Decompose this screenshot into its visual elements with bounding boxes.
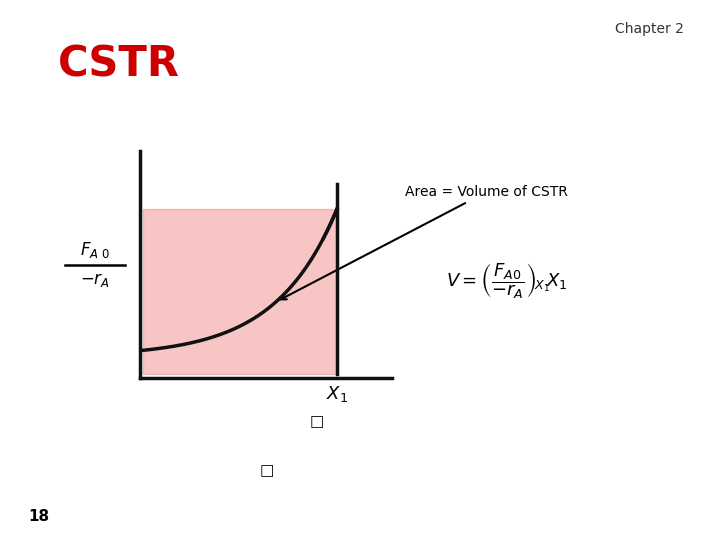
Text: CSTR: CSTR [58,43,179,85]
Text: □: □ [310,415,324,430]
Text: Chapter 2: Chapter 2 [615,22,684,36]
Text: $F_{A\ 0}$: $F_{A\ 0}$ [80,240,110,260]
Text: $-r_A$: $-r_A$ [80,272,110,289]
Text: $V=\left(\dfrac{F_{A0}}{-r_{A}}\right)_{\!X_{1}}\!X_{1}$: $V=\left(\dfrac{F_{A0}}{-r_{A}}\right)_{… [446,261,568,301]
Text: Area = Volume of CSTR: Area = Volume of CSTR [281,185,568,299]
Text: 18: 18 [29,509,50,524]
Text: $X_1$: $X_1$ [326,383,348,403]
Text: □: □ [259,463,274,478]
